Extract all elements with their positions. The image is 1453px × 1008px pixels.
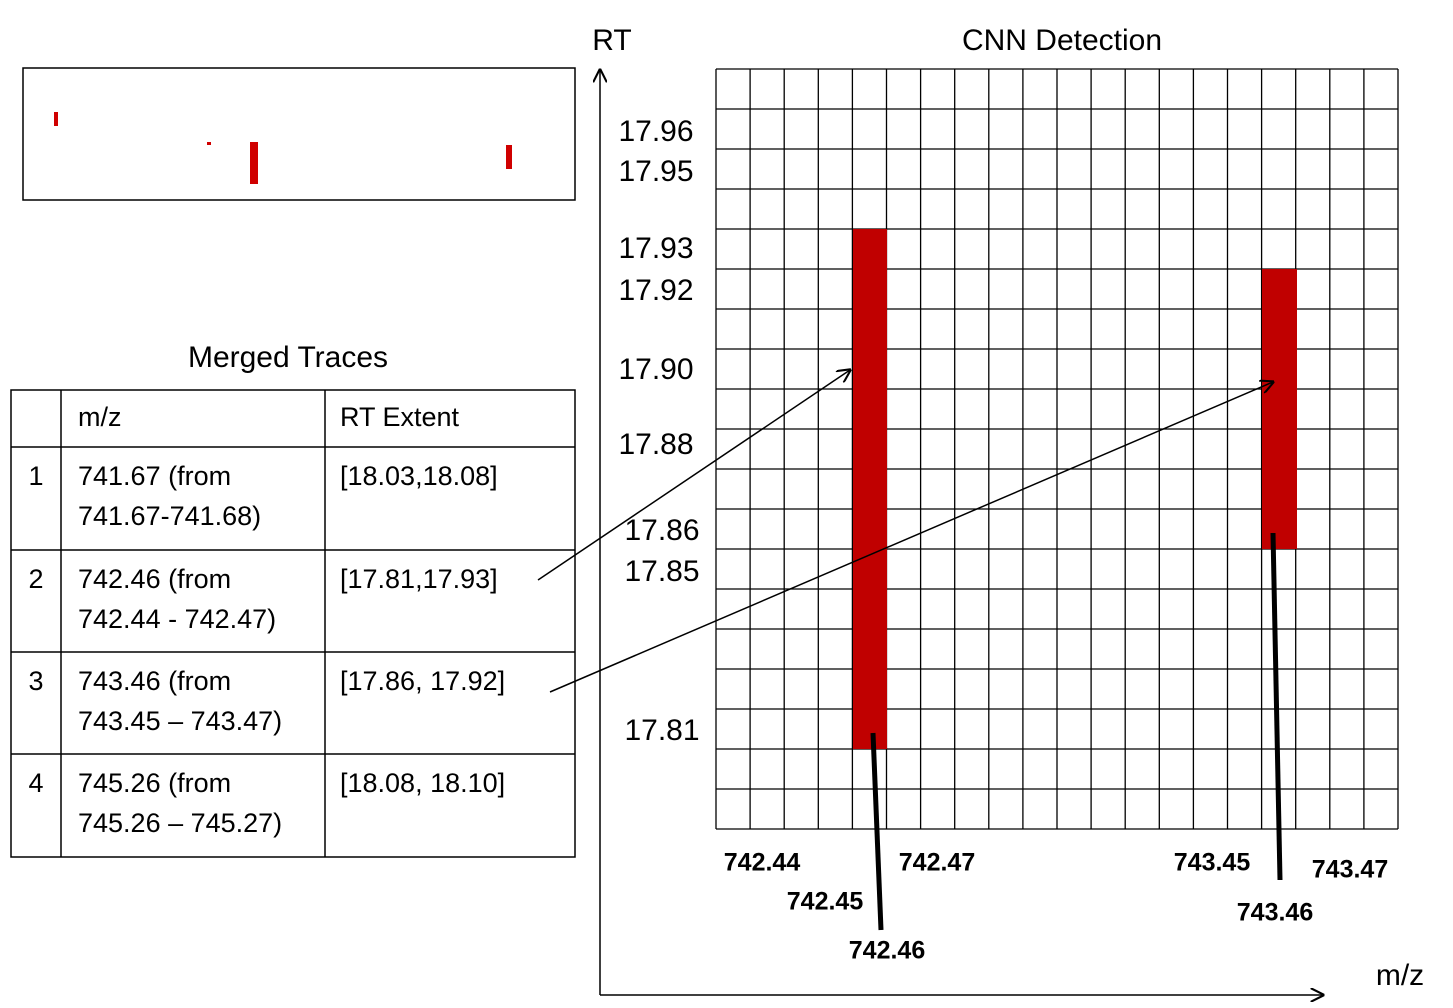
row-mz: 745.26 – 745.27) (78, 808, 282, 838)
rt-label: 17.93 (618, 232, 693, 265)
rt-label: 17.95 (618, 155, 693, 188)
row-index: 1 (28, 461, 43, 491)
mz-label: 742.47 (899, 849, 975, 877)
row-rt-extent: [17.86, 17.92] (340, 666, 505, 696)
row-mz: 741.67-741.68) (78, 501, 261, 531)
link-arrow (549, 382, 1273, 693)
row-mz: 743.45 – 743.47) (78, 706, 282, 736)
row-index: 3 (28, 666, 43, 696)
link-arrow (537, 370, 850, 581)
rt-label: 17.90 (618, 353, 693, 386)
table-header: RT Extent (340, 402, 460, 432)
mz-label: 743.46 (1237, 899, 1313, 927)
row-mz: 742.44 - 742.47) (78, 604, 276, 634)
detected-trace (1262, 269, 1297, 549)
row-mz: 745.26 (from (78, 768, 231, 798)
mz-label: 742.45 (787, 888, 864, 916)
mz-label: 742.46 (849, 937, 925, 965)
table (10, 389, 576, 858)
rt-axis-label: RT (592, 24, 631, 57)
row-mz: 741.67 (from (78, 461, 231, 491)
mz-label: 743.45 (1174, 849, 1251, 877)
mz-label: 743.47 (1312, 856, 1388, 884)
detected-trace (853, 229, 887, 749)
row-mz: 742.46 (from (78, 564, 231, 594)
table-header: m/z (78, 402, 122, 432)
rt-label: 17.85 (624, 555, 699, 588)
pointer-line (1270, 532, 1283, 881)
row-rt-extent: [17.81,17.93] (340, 564, 498, 594)
thumbnail-blobs (54, 112, 512, 184)
rt-label: 17.88 (618, 428, 693, 461)
pointer-line (870, 732, 884, 931)
table-title: Merged Traces (188, 341, 388, 374)
grid (715, 68, 1399, 830)
rt-label: 17.86 (624, 514, 699, 547)
cnn-title: CNN Detection (962, 24, 1162, 57)
mz-label: 742.44 (724, 849, 801, 877)
mz-axis-label: m/z (1376, 959, 1424, 992)
thumbnail-frame (22, 67, 576, 201)
row-rt-extent: [18.08, 18.10] (340, 768, 505, 798)
row-mz: 743.46 (from (78, 666, 231, 696)
rt-label: 17.96 (618, 115, 693, 148)
rt-label: 17.92 (618, 274, 693, 307)
row-rt-extent: [18.03,18.08] (340, 461, 498, 491)
row-index: 2 (28, 564, 43, 594)
row-index: 4 (28, 768, 43, 798)
rt-label: 17.81 (624, 714, 699, 747)
